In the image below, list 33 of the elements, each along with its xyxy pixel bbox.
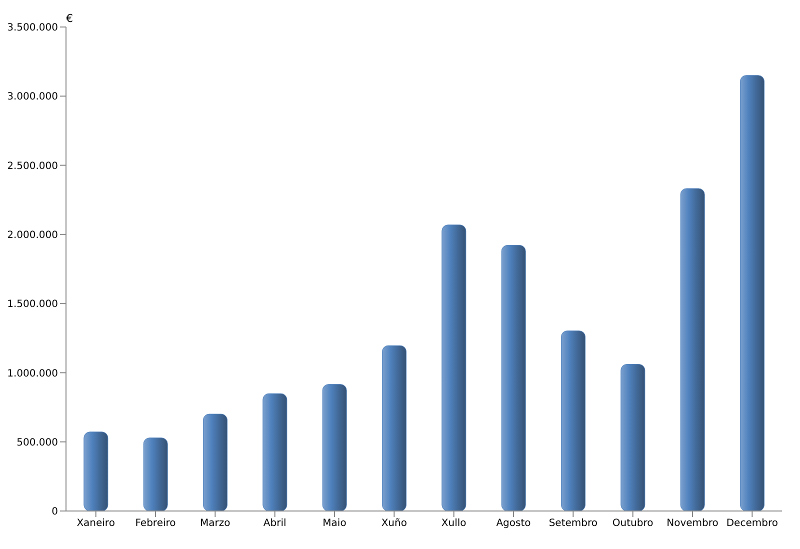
x-tick-label: Decembro <box>726 518 778 530</box>
bar <box>442 224 466 511</box>
y-tick-label: 3.000.000 <box>7 92 58 103</box>
x-tick-label: Novembro <box>666 518 718 530</box>
x-tick-label: Marzo <box>200 518 230 530</box>
bar <box>501 244 526 511</box>
bar <box>382 345 406 511</box>
y-tick-label: 3.500.000 <box>7 22 58 34</box>
y-tick-label: 1.500.000 <box>7 299 58 310</box>
x-tick-label: Setembro <box>548 518 598 530</box>
y-axis-title: € <box>66 12 73 25</box>
bar <box>680 188 705 511</box>
y-tick-label: 500.000 <box>16 437 58 448</box>
bar <box>620 364 646 511</box>
y-tick-label: 0 <box>52 506 58 518</box>
bar <box>202 414 228 511</box>
x-tick-label: Febreiro <box>135 518 176 530</box>
bar <box>143 438 168 511</box>
x-tick-label: Xuño <box>381 518 407 530</box>
bar <box>740 75 764 511</box>
x-tick-label: Maio <box>322 518 346 530</box>
y-tick-label: 1.000.000 <box>7 368 58 380</box>
y-tick-label: 2.500.000 <box>7 160 58 172</box>
x-tick-label: Xullo <box>441 518 466 530</box>
bar <box>560 330 586 511</box>
bar <box>262 393 288 511</box>
bar <box>322 384 347 511</box>
x-tick-label: Outubro <box>612 518 654 530</box>
x-tick-label: Agosto <box>496 518 531 530</box>
x-tick-label: Abril <box>263 518 286 530</box>
y-tick-label: 2.000.000 <box>7 230 58 241</box>
x-tick-label: Xaneiro <box>76 518 115 530</box>
bar <box>84 432 108 511</box>
